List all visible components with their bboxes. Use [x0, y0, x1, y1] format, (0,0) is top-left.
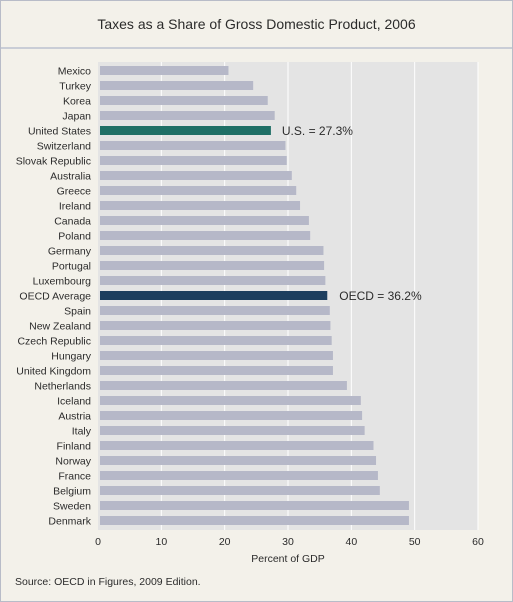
- bar: [100, 66, 229, 75]
- category-label: Netherlands: [34, 380, 91, 392]
- bar: [100, 456, 377, 465]
- category-label: Denmark: [48, 515, 91, 527]
- category-label: Austria: [58, 410, 91, 422]
- chart-title: Taxes as a Share of Gross Domestic Produ…: [97, 16, 416, 32]
- bar: [100, 501, 409, 510]
- bar: [100, 96, 268, 105]
- bar: [100, 471, 378, 480]
- bar: [100, 201, 301, 210]
- category-label: Norway: [55, 455, 91, 467]
- x-tick-label: 40: [345, 536, 357, 548]
- category-label: Sweden: [53, 500, 91, 512]
- bar: [100, 306, 330, 315]
- bar: [100, 381, 347, 390]
- bar: [100, 291, 328, 300]
- bar: [100, 231, 311, 240]
- bar: [100, 366, 333, 375]
- category-label: Czech Republic: [17, 335, 91, 347]
- source-note: Source: OECD in Figures, 2009 Edition.: [15, 576, 201, 588]
- category-label: Australia: [50, 170, 91, 182]
- category-label: Greece: [57, 185, 92, 197]
- bar-annotation: OECD = 36.2%: [339, 289, 422, 303]
- x-tick-label: 50: [409, 536, 421, 548]
- category-label: Portugal: [52, 260, 91, 272]
- x-tick-label: 0: [95, 536, 101, 548]
- x-tick-label: 60: [472, 536, 484, 548]
- bar: [100, 246, 324, 255]
- bar: [100, 111, 275, 120]
- category-label: New Zealand: [29, 320, 91, 332]
- bar: [100, 261, 325, 270]
- bar: [100, 486, 380, 495]
- category-label: Hungary: [51, 350, 91, 362]
- category-label: Finland: [57, 440, 92, 452]
- bar: [100, 321, 331, 330]
- category-label: Luxembourg: [33, 275, 92, 287]
- bar: [100, 426, 365, 435]
- bar: [100, 81, 254, 90]
- bar: [100, 396, 361, 405]
- bar: [100, 276, 326, 285]
- bar: [100, 126, 271, 135]
- category-label: Canada: [54, 215, 91, 227]
- category-label: Korea: [63, 95, 91, 107]
- x-tick-label: 30: [282, 536, 294, 548]
- bar: [100, 441, 374, 450]
- category-label: Switzerland: [37, 140, 91, 152]
- category-label: Belgium: [53, 485, 91, 497]
- category-label: Germany: [48, 245, 92, 257]
- bar: [100, 171, 292, 180]
- category-label: Spain: [64, 305, 91, 317]
- x-tick-label: 10: [155, 536, 167, 548]
- category-label: OECD Average: [19, 290, 91, 302]
- x-axis-title: Percent of GDP: [251, 553, 325, 565]
- bar: [100, 516, 409, 525]
- bar: [100, 336, 332, 345]
- category-label: France: [58, 470, 91, 482]
- category-label: United States: [28, 125, 91, 137]
- category-label: Slovak Republic: [16, 155, 91, 167]
- category-label: United Kingdom: [16, 365, 91, 377]
- x-tick-label: 20: [219, 536, 231, 548]
- bar: [100, 141, 286, 150]
- bar: [100, 156, 287, 165]
- category-label: Turkey: [59, 80, 91, 92]
- bar-annotation: U.S. = 27.3%: [282, 124, 353, 138]
- bar: [100, 216, 309, 225]
- bar: [100, 351, 333, 360]
- bar: [100, 411, 363, 420]
- category-label: Ireland: [59, 200, 91, 212]
- category-label: Iceland: [57, 395, 91, 407]
- title-bar: Taxes as a Share of Gross Domestic Produ…: [1, 1, 512, 47]
- category-label: Italy: [72, 425, 92, 437]
- category-label: Japan: [62, 110, 91, 122]
- category-label: Poland: [58, 230, 91, 242]
- title-divider: [1, 47, 512, 49]
- bar: [100, 186, 297, 195]
- category-label: Mexico: [58, 65, 91, 77]
